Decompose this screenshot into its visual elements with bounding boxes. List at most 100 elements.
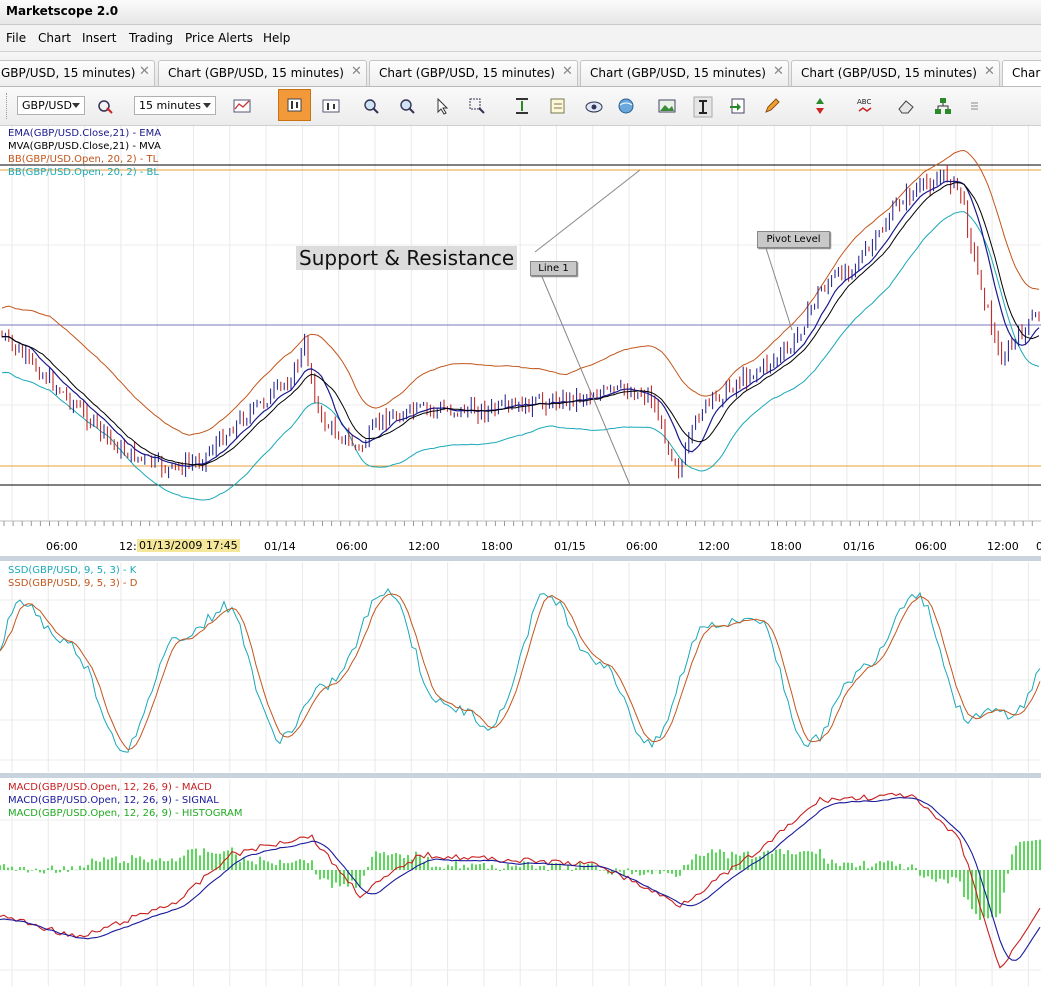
more-tools-icon[interactable] bbox=[966, 96, 986, 116]
legend-signal[interactable]: MACD(GBP/USD.Open, 12, 26, 9) - SIGNAL bbox=[8, 795, 219, 806]
macd-histogram-bars bbox=[0, 839, 1041, 921]
bollinger-top-band bbox=[1, 149, 1040, 436]
stochastic-d-line bbox=[0, 593, 1041, 751]
mva-line bbox=[1, 182, 1040, 466]
legend-bb-tl[interactable]: BB(GBP/USD.Open, 20, 2) - TL bbox=[8, 154, 159, 165]
close-icon[interactable]: ✕ bbox=[139, 64, 150, 79]
menu-insert[interactable]: Insert bbox=[82, 31, 117, 45]
bb-bottom-line bbox=[1, 211, 1040, 501]
zoom-out-icon[interactable] bbox=[397, 96, 417, 116]
fit-chart-icon[interactable] bbox=[512, 96, 532, 116]
remove-instrument-icon[interactable] bbox=[95, 96, 115, 116]
timeframe-value: 15 minutes bbox=[139, 99, 202, 112]
trend-line-2 bbox=[539, 271, 631, 486]
signals-icon[interactable] bbox=[810, 96, 830, 116]
chart-tab-6[interactable]: Char bbox=[1002, 60, 1041, 86]
menu-help[interactable]: Help bbox=[263, 31, 291, 45]
legend-ssd-k[interactable]: SSD(GBP/USD, 9, 5, 3) - K bbox=[8, 565, 137, 576]
instrument-select[interactable]: GBP/USD bbox=[17, 96, 85, 115]
close-icon[interactable]: ✕ bbox=[562, 64, 573, 79]
close-icon[interactable]: ✕ bbox=[773, 64, 784, 79]
menu-trading[interactable]: Trading bbox=[129, 31, 174, 45]
legend-macd[interactable]: MACD(GBP/USD.Open, 12, 26, 9) - MACD bbox=[8, 782, 212, 793]
candle-chart-button[interactable] bbox=[278, 89, 311, 121]
menu-file[interactable]: File bbox=[6, 31, 27, 45]
time-label: 06:00 bbox=[626, 540, 658, 553]
picture-icon[interactable] bbox=[657, 96, 677, 116]
time-label: 01/14 bbox=[264, 540, 296, 553]
bb-top-line bbox=[1, 149, 1040, 436]
stochastic-legend: SSD(GBP/USD, 9, 5, 3) - K SSD(GBP/USD, 9… bbox=[8, 564, 137, 590]
price-candles bbox=[1, 164, 1040, 479]
timeframe-select[interactable]: 15 minutes bbox=[134, 96, 216, 115]
macd-legend: MACD(GBP/USD.Open, 12, 26, 9) - MACD MAC… bbox=[8, 781, 242, 820]
chart-tab-2[interactable]: Chart (GBP/USD, 15 minutes) ✕ bbox=[158, 60, 367, 86]
chevron-down-icon bbox=[203, 103, 211, 108]
time-label: 12:00 bbox=[698, 540, 730, 553]
legend-ema[interactable]: EMA(GBP/USD.Close,21) - EMA bbox=[8, 128, 162, 139]
pivot-level-label[interactable]: Pivot Level bbox=[757, 231, 830, 248]
time-label: 12:00 bbox=[408, 540, 440, 553]
time-label: 12:00 bbox=[987, 540, 1019, 553]
zoom-in-icon[interactable] bbox=[361, 96, 381, 116]
pointer-icon[interactable] bbox=[432, 96, 452, 116]
price-legend: EMA(GBP/USD.Close,21) - EMA MVA(GBP/USD.… bbox=[8, 127, 161, 179]
chart-tab-5[interactable]: Chart (GBP/USD, 15 minutes) ✕ bbox=[791, 60, 1000, 86]
time-label: 18:00 bbox=[770, 540, 802, 553]
tab-label: Chart (GBP/USD, 15 minutes) bbox=[590, 66, 766, 80]
menu-price-alerts[interactable]: Price Alerts bbox=[185, 31, 253, 45]
trend-line-1 bbox=[534, 169, 641, 253]
pencil-icon[interactable] bbox=[762, 96, 782, 116]
line-1-label[interactable]: Line 1 bbox=[530, 261, 577, 276]
window-title-bar: Marketscope 2.0 bbox=[0, 0, 1041, 25]
time-label: 0 bbox=[1036, 540, 1041, 553]
bollinger-bottom-band bbox=[1, 211, 1040, 501]
tab-label: Chart (GBP/USD, 15 minutes) bbox=[801, 66, 977, 80]
crosshair-time-label: 01/13/2009 17:45 bbox=[137, 539, 240, 552]
indicator-chart-icon[interactable] bbox=[232, 96, 252, 116]
menu-bar: File Chart Insert Trading Price Alerts H… bbox=[0, 25, 1041, 52]
legend-histogram[interactable]: MACD(GBP/USD.Open, 12, 26, 9) - HISTOGRA… bbox=[8, 808, 243, 819]
close-icon[interactable]: ✕ bbox=[351, 64, 362, 79]
tab-label: Char bbox=[1012, 66, 1041, 80]
stochastic-k-line bbox=[0, 588, 1041, 753]
time-label: 12: bbox=[119, 540, 137, 553]
bar-chart-icon[interactable] bbox=[321, 96, 341, 116]
legend-ssd-d[interactable]: SSD(GBP/USD, 9, 5, 3) - D bbox=[8, 578, 138, 589]
time-label: 01/16 bbox=[843, 540, 875, 553]
time-label: 06:00 bbox=[336, 540, 368, 553]
instrument-value: GBP/USD bbox=[22, 99, 72, 112]
time-label: 06:00 bbox=[915, 540, 947, 553]
import-icon[interactable] bbox=[728, 96, 748, 116]
properties-icon[interactable] bbox=[548, 96, 568, 116]
chevron-down-icon bbox=[72, 103, 80, 108]
menu-chart[interactable]: Chart bbox=[38, 31, 71, 45]
toolbar-grip bbox=[6, 93, 9, 119]
time-label: 01/15 bbox=[554, 540, 586, 553]
app-title: Marketscope 2.0 bbox=[6, 4, 119, 18]
time-label: 18:00 bbox=[481, 540, 513, 553]
legend-mva[interactable]: MVA(GBP/USD.Close,21) - MVA bbox=[8, 141, 161, 152]
network-icon[interactable] bbox=[933, 96, 953, 116]
close-icon[interactable]: ✕ bbox=[984, 64, 995, 79]
chart-tab-3[interactable]: Chart (GBP/USD, 15 minutes) ✕ bbox=[369, 60, 578, 86]
globe-icon[interactable] bbox=[616, 96, 636, 116]
chart-tab-1[interactable]: GBP/USD, 15 minutes) ✕ bbox=[0, 60, 155, 86]
chart-toolbar: GBP/USD 15 minutes bbox=[0, 87, 1041, 126]
legend-bb-bl[interactable]: BB(GBP/USD.Open, 20, 2) - BL bbox=[8, 167, 159, 178]
tab-label: Chart (GBP/USD, 15 minutes) bbox=[168, 66, 344, 80]
ema-line bbox=[1, 180, 1040, 468]
view-icon[interactable] bbox=[584, 96, 604, 116]
chart-tab-4[interactable]: Chart (GBP/USD, 15 minutes) ✕ bbox=[580, 60, 789, 86]
time-axis bbox=[0, 520, 1041, 526]
support-resistance-annotation[interactable]: Support & Resistance bbox=[296, 246, 518, 270]
pivot-connector-line bbox=[764, 244, 793, 331]
signal-line bbox=[0, 796, 1041, 961]
abc-icon[interactable]: ABC bbox=[855, 96, 875, 116]
tab-label: GBP/USD, 15 minutes) bbox=[1, 66, 136, 80]
chart-tab-bar: GBP/USD, 15 minutes) ✕ Chart (GBP/USD, 1… bbox=[0, 52, 1041, 87]
time-label: 06:00 bbox=[46, 540, 78, 553]
text-tool-icon[interactable] bbox=[693, 96, 713, 120]
zoom-region-icon[interactable] bbox=[467, 96, 487, 116]
eraser-icon[interactable] bbox=[896, 96, 916, 116]
